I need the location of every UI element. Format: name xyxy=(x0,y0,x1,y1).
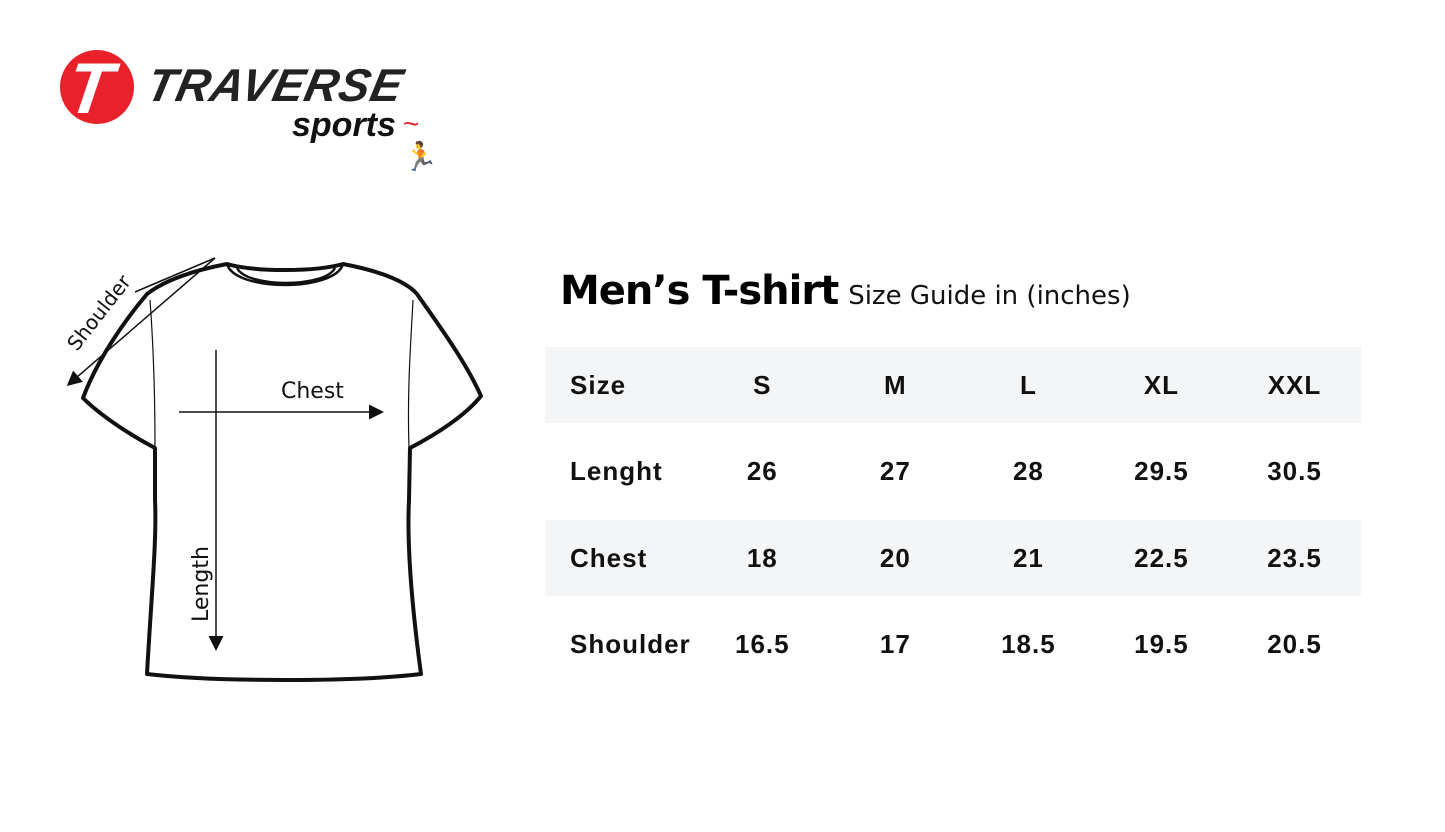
table-cell: 21 xyxy=(1012,542,1044,573)
header-cell: Size xyxy=(570,369,627,400)
shoulder-label: Shoulder xyxy=(62,270,136,356)
chest-label: Chest xyxy=(281,379,344,404)
tshirt-diagram: Shoulder Chest Length xyxy=(62,257,483,682)
logo-circle-mark: T xyxy=(60,49,134,129)
tshirt-outline xyxy=(81,262,483,682)
runner-icon: ~🏃 xyxy=(403,108,438,172)
table-row: Lenght 26 27 28 29.5 30.5 xyxy=(545,423,1361,520)
row-label: Chest xyxy=(570,542,648,573)
length-label: Length xyxy=(189,546,214,622)
table-cell: 17 xyxy=(879,628,911,659)
title-sub: Size Guide in (inches) xyxy=(848,281,1131,311)
logo-brand: TRAVERSE xyxy=(142,59,409,111)
traverse-sports-logo: T TRAVERSE sports ~🏃 xyxy=(60,48,440,172)
header-cell: M xyxy=(884,369,907,400)
header-cell: L xyxy=(1019,369,1037,400)
table-cell: 16.5 xyxy=(735,628,790,659)
header-cell: XL xyxy=(1143,369,1180,400)
table-cell: 28 xyxy=(1012,456,1044,486)
table-header-row: Size S M L XL XXL xyxy=(545,347,1361,423)
table-row: Chest 18 20 21 22.5 23.5 xyxy=(545,520,1361,596)
row-label: Shoulder xyxy=(570,628,691,659)
title-main: Men’s T-shirt xyxy=(560,268,839,314)
table-cell: 19.5 xyxy=(1134,628,1189,659)
shoulder-arrow xyxy=(66,257,216,386)
tshirt-collar xyxy=(225,263,345,287)
table-cell: 18 xyxy=(746,542,778,573)
header-cell: XXL xyxy=(1267,369,1322,400)
table-cell: 20.5 xyxy=(1267,628,1322,659)
table-cell: 29.5 xyxy=(1134,456,1189,486)
table-cell: 30.5 xyxy=(1267,456,1322,486)
table-cell: 18.5 xyxy=(1001,628,1056,659)
header-cell: S xyxy=(753,369,772,400)
size-table: Size S M L XL XXL Lenght 26 27 28 29.5 3… xyxy=(545,347,1361,692)
row-label: Lenght xyxy=(570,456,663,486)
logo-t: T xyxy=(62,49,118,129)
table-cell: 22.5 xyxy=(1134,542,1189,573)
table-cell: 23.5 xyxy=(1267,542,1322,573)
page-title: Men’s T-shirt Size Guide in (inches) xyxy=(560,268,1131,314)
table-cell: 20 xyxy=(879,542,911,573)
table-cell: 27 xyxy=(879,456,911,486)
logo-sub: sports xyxy=(292,106,396,144)
table-cell: 26 xyxy=(746,456,778,486)
table-row: Shoulder 16.5 17 18.5 19.5 20.5 xyxy=(545,596,1361,692)
